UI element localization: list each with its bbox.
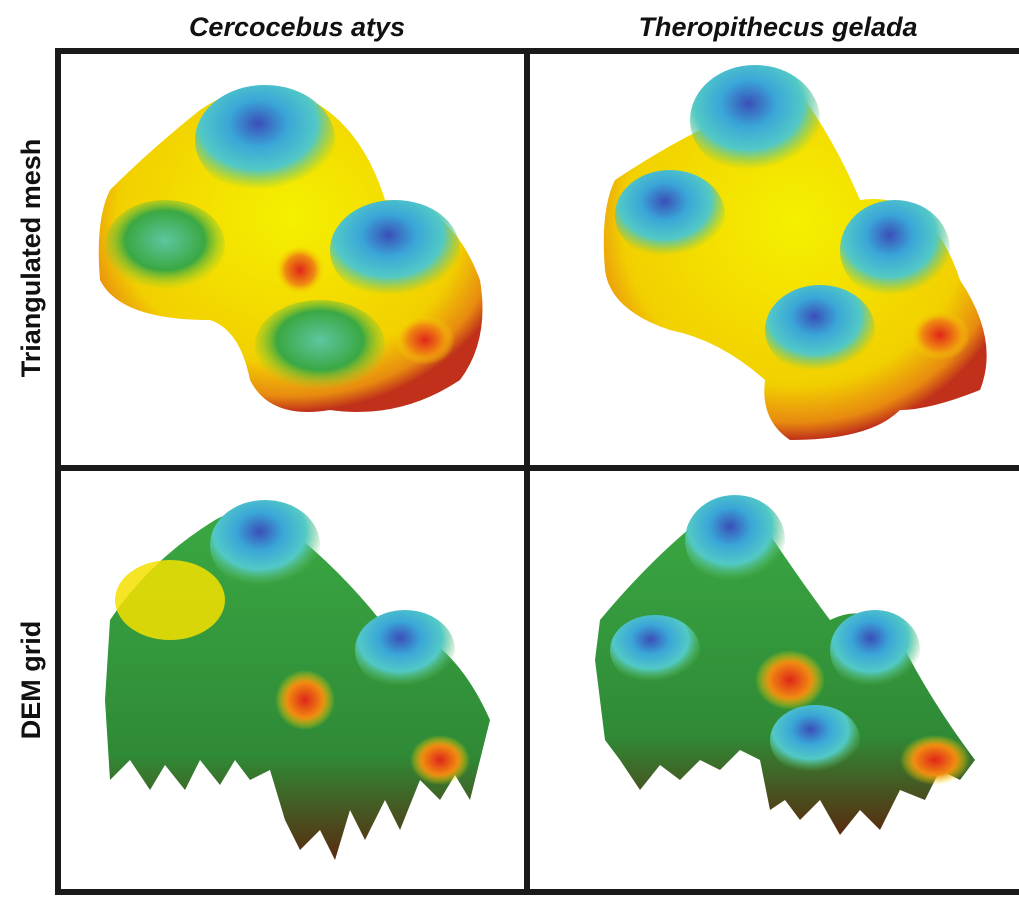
figure: Cercocebus atys Theropithecus gelada Tri… — [0, 0, 1019, 899]
dem-render — [105, 500, 490, 860]
row-label: Triangulated mesh — [16, 139, 46, 378]
column-header: Theropithecus gelada — [638, 12, 917, 42]
column-header: Cercocebus atys — [189, 12, 405, 42]
dem-render — [595, 495, 975, 835]
mesh-render — [604, 65, 987, 440]
mesh-render — [99, 85, 483, 412]
row-label: DEM grid — [16, 621, 46, 740]
